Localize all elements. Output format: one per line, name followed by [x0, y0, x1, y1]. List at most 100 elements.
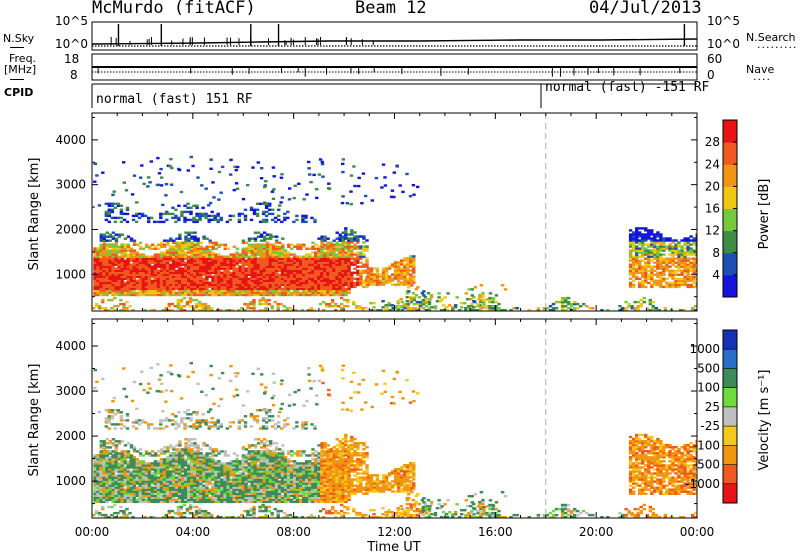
data-cell — [326, 285, 330, 289]
data-cell — [198, 212, 202, 216]
data-cell — [193, 472, 197, 475]
data-cell — [141, 476, 146, 479]
data-cell — [126, 462, 130, 465]
data-cell — [659, 279, 663, 282]
data-cell — [93, 476, 97, 479]
data-cell — [332, 257, 336, 260]
data-cell — [174, 279, 179, 282]
data-cell — [208, 271, 212, 274]
data-cell — [689, 283, 693, 287]
data-cell — [409, 261, 413, 264]
data-cell — [341, 241, 345, 244]
data-cell — [123, 476, 127, 479]
data-cell — [663, 309, 668, 311]
data-cell — [292, 277, 297, 280]
data-cell — [205, 478, 209, 481]
data-cell — [415, 307, 420, 310]
data-cell — [202, 291, 206, 295]
data-cell — [144, 271, 149, 274]
data-cell — [338, 277, 342, 280]
data-cell — [259, 251, 263, 254]
data-cell — [247, 283, 251, 287]
data-cell — [171, 275, 176, 278]
data-cell — [171, 263, 176, 266]
data-cell — [105, 462, 109, 465]
data-cell — [102, 285, 106, 289]
data-cell — [120, 484, 124, 487]
data-cell — [391, 277, 395, 280]
data-cell — [247, 273, 251, 276]
data-cell — [187, 472, 191, 475]
data-cell — [108, 464, 112, 467]
data-cell — [178, 452, 182, 455]
data-cell — [274, 293, 279, 297]
data-cell — [120, 478, 124, 481]
data-cell — [120, 277, 124, 280]
data-cell — [223, 492, 227, 495]
data-cell — [302, 275, 306, 278]
data-cell — [202, 247, 206, 250]
data-cell — [232, 472, 236, 475]
data-cell — [305, 273, 309, 276]
data-cell — [138, 478, 142, 481]
data-cell — [244, 241, 249, 244]
data-cell — [668, 269, 672, 272]
data-cell — [656, 263, 660, 266]
data-cell — [327, 187, 331, 190]
data-cell — [299, 259, 303, 262]
data-cell — [632, 267, 636, 270]
data-cell — [102, 458, 106, 461]
data-cell — [335, 255, 339, 258]
data-cell — [326, 275, 330, 278]
data-cell — [327, 182, 331, 185]
data-cell — [454, 306, 458, 309]
data-cell — [196, 466, 200, 469]
data-cell — [332, 261, 336, 264]
data-cell — [692, 259, 696, 262]
data-cell — [223, 263, 227, 266]
data-cell — [202, 456, 206, 459]
data-cell — [156, 275, 161, 278]
data-cell — [406, 261, 410, 264]
data-cell — [199, 241, 203, 244]
data-cell — [190, 279, 194, 282]
data-cell — [359, 265, 363, 268]
data-cell — [277, 291, 282, 295]
data-cell — [93, 269, 97, 272]
data-cell — [141, 464, 146, 467]
data-cell — [114, 237, 119, 240]
data-cell — [144, 462, 149, 465]
data-cell — [188, 296, 193, 300]
data-cell — [412, 275, 416, 278]
data-cell — [332, 271, 336, 274]
data-cell — [662, 247, 666, 250]
data-cell — [159, 253, 164, 256]
data-cell — [159, 285, 164, 289]
data-cell — [314, 263, 318, 266]
data-cell — [244, 279, 248, 282]
data-cell — [344, 265, 348, 268]
data-cell — [412, 277, 416, 280]
data-cell — [156, 484, 161, 487]
data-cell — [162, 496, 167, 499]
data-cell — [168, 496, 173, 499]
data-cell — [174, 291, 179, 295]
data-cell — [335, 279, 339, 282]
data-cell — [123, 498, 127, 501]
data-cell — [105, 255, 109, 258]
data-cell — [93, 287, 97, 291]
data-cell — [641, 269, 645, 272]
data-cell — [102, 460, 106, 463]
data-cell — [286, 283, 291, 287]
data-cell — [132, 460, 136, 463]
data-cell — [96, 251, 100, 254]
data-cell — [135, 494, 139, 497]
data-cell — [168, 466, 173, 469]
data-cell — [190, 291, 194, 295]
data-cell — [156, 257, 161, 260]
data-cell — [317, 265, 321, 268]
data-cell — [178, 466, 182, 469]
data-cell — [323, 267, 327, 270]
data-cell — [632, 283, 636, 287]
data-cell — [246, 305, 250, 308]
